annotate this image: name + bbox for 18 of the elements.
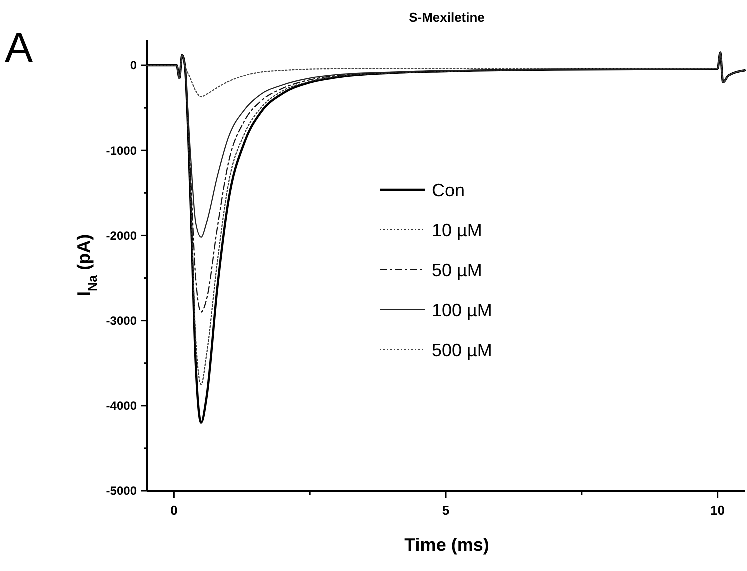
- legend-label: 500 µM: [432, 340, 492, 360]
- legend-label: 50 µM: [432, 260, 482, 280]
- x-tick-label: 0: [170, 503, 178, 518]
- legend-label: 100 µM: [432, 300, 492, 320]
- y-tick-label: -5000: [106, 484, 138, 498]
- x-tick-label: 5: [442, 503, 450, 518]
- legend-label: 10 µM: [432, 220, 482, 240]
- y-tick-label: -4000: [106, 399, 138, 414]
- y-tick-label: -1000: [106, 144, 138, 158]
- line-series: [146, 52, 746, 98]
- chart-title: S-Mexiletine: [409, 10, 485, 25]
- y-tick-label: -3000: [106, 314, 138, 328]
- y-tick-label: 0: [130, 58, 138, 73]
- x-axis-title: Time (ms): [404, 535, 490, 555]
- y-tick-label: -2000: [106, 228, 138, 243]
- text: A: [5, 24, 34, 71]
- x-tick-label: 10: [710, 503, 726, 518]
- legend-label: Con: [432, 180, 466, 200]
